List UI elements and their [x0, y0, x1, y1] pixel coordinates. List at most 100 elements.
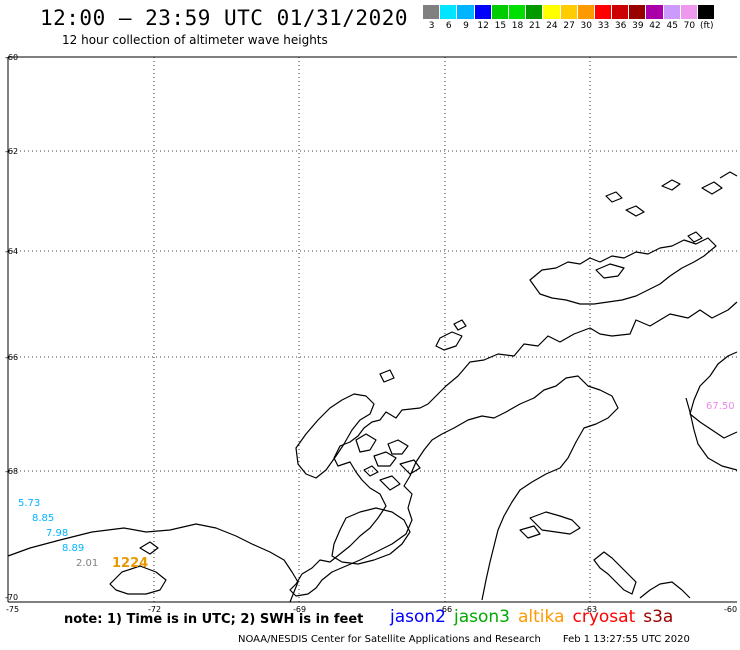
colorbar-swatch: [663, 5, 681, 19]
wave-height-value: 5.73: [18, 498, 41, 509]
latitude-tick-label: -66: [5, 353, 18, 362]
graticule: [8, 57, 737, 602]
latitude-tick-label: -68: [5, 467, 18, 476]
coastline-east-inlet: [685, 397, 738, 471]
legend-jason2: jason2: [390, 607, 446, 627]
colorbar-label: 15: [494, 21, 507, 31]
coastline-island-8: [435, 331, 463, 351]
footer-org: NOAA/NESDIS Center for Satellite Applica…: [238, 634, 541, 645]
colorbar-swatch: [698, 5, 716, 19]
coastline-island-4: [661, 179, 681, 191]
colorbar-label: 9: [463, 21, 469, 31]
map-title: 12:00 – 23:59 UTC 01/31/2020: [40, 6, 409, 30]
coastline-island-7: [687, 231, 703, 243]
latitude-tick-label: -62: [5, 147, 18, 156]
colorbar-swatch: [474, 5, 492, 19]
longitude-tick-label: -63: [584, 605, 597, 614]
coastline-islet-1: [355, 433, 377, 453]
colorbar-swatch: [423, 5, 441, 19]
coastline-alexander-island: [295, 393, 375, 479]
wave-height-colorbar: [423, 5, 716, 19]
colorbar-label: 30: [580, 21, 592, 31]
colorbar-swatch: [457, 5, 475, 19]
longitude-tick-label: -69: [293, 605, 306, 614]
coastline-island-10: [379, 369, 395, 383]
colorbar-label: 6: [445, 21, 452, 31]
colorbar-label: 39: [632, 21, 644, 31]
coastline-thurston-peninsula: [109, 565, 167, 595]
coastline-islet-5: [379, 475, 401, 491]
longitude-tick-label: -60: [724, 605, 737, 614]
coastline-ronne-shelf: [689, 351, 738, 439]
coastline-east-islands: [529, 511, 581, 535]
coastline-islet-6: [363, 465, 379, 477]
colorbar-label: 18: [511, 21, 524, 31]
coastline-island-5: [701, 181, 723, 195]
coastline-wilkins-shelf: [331, 507, 411, 565]
colorbar-swatch: [508, 5, 527, 19]
longitude-tick-label: -75: [6, 605, 19, 614]
axis-tick-labels: -60 -62 -64 -66 -68 -70 -75 -72 -69 -66 -63 -60: [5, 53, 737, 614]
colorbar-label: 36: [614, 21, 627, 31]
bottom-note: note: 1) Time is in UTC; 2) SWH is in fe…: [64, 612, 364, 627]
satellite-legend: jason2 jason3 altika cryosat s3a: [390, 607, 681, 627]
colorbar-label: 24: [546, 21, 558, 31]
coastline-east-islands-2: [519, 525, 541, 539]
coastline-island-1: [595, 263, 625, 279]
footer: NOAA/NESDIS Center for Satellite Applica…: [238, 634, 690, 645]
colorbar-swatch: [612, 5, 630, 19]
colorbar-label: 42: [649, 21, 661, 31]
colorbar-swatch: [526, 5, 544, 19]
colorbar-label: 45: [666, 21, 678, 31]
colorbar-swatch: [543, 5, 561, 19]
coastline-island-2: [625, 205, 645, 217]
latitude-tick-label: -70: [5, 593, 18, 602]
coastline-island-6: [719, 171, 738, 179]
latitude-tick-label: -64: [5, 247, 18, 256]
coastline-islet-3: [387, 439, 409, 455]
colorbar-swatch: [491, 5, 509, 19]
colorbar-swatch: [577, 5, 595, 19]
coastline-island-chain: [529, 237, 717, 305]
colorbar-label: 3: [428, 21, 435, 31]
legend-cryosat: cryosat: [572, 607, 636, 627]
coastline-inner-bay-2: [639, 581, 691, 599]
colorbar-swatch: [646, 5, 664, 19]
colorbar-swatch: [594, 5, 613, 19]
longitude-tick-label: -72: [148, 605, 161, 614]
colorbar-swatch: [560, 5, 578, 19]
wave-height-value: 1224: [112, 556, 149, 571]
coastline-islet-2: [373, 451, 397, 467]
coastline-island-3: [605, 191, 623, 203]
wave-height-value: 2.01: [76, 558, 99, 569]
coastline-island-9: [453, 319, 467, 331]
colorbar-label: 27: [563, 21, 575, 31]
latitude-tick-label: -60: [5, 53, 18, 62]
coastline-ellsworth-land: [7, 523, 299, 603]
coastline-islet-4: [399, 459, 421, 475]
colorbar-swatch: [680, 5, 698, 19]
colorbar-label: 12: [477, 21, 489, 31]
colorbar-label: 33: [597, 21, 610, 31]
coastline: [7, 171, 738, 603]
map-subtitle: 12 hour collection of altimeter wave hei…: [62, 33, 328, 47]
wave-height-value: 67.50: [706, 401, 735, 412]
wave-height-value: 8.89: [62, 543, 85, 554]
colorbar-label: 21: [528, 21, 541, 31]
colorbar-swatch: [440, 5, 458, 19]
colorbar-labels: 3 6 9 12 15 18 21 24 27 30 33 36 39 42 45 70 (ft): [423, 21, 720, 31]
legend-altika: altika: [518, 607, 565, 627]
wave-height-value: 8.85: [32, 513, 55, 524]
coastline-peninsula: [289, 301, 738, 601]
legend-jason3: jason3: [454, 607, 510, 627]
legend-s3a: s3a: [643, 607, 674, 627]
wave-height-value: 7.98: [46, 528, 69, 539]
coastline-inner-bay: [593, 551, 637, 595]
colorbar-label: 70: [683, 21, 696, 31]
colorbar-swatch: [629, 5, 647, 19]
footer-timestamp: Feb 1 13:27:55 UTC 2020: [562, 634, 690, 645]
colorbar-unit: (ft): [700, 21, 714, 31]
longitude-tick-label: -66: [439, 605, 452, 614]
coastline-small-island: [139, 541, 159, 555]
